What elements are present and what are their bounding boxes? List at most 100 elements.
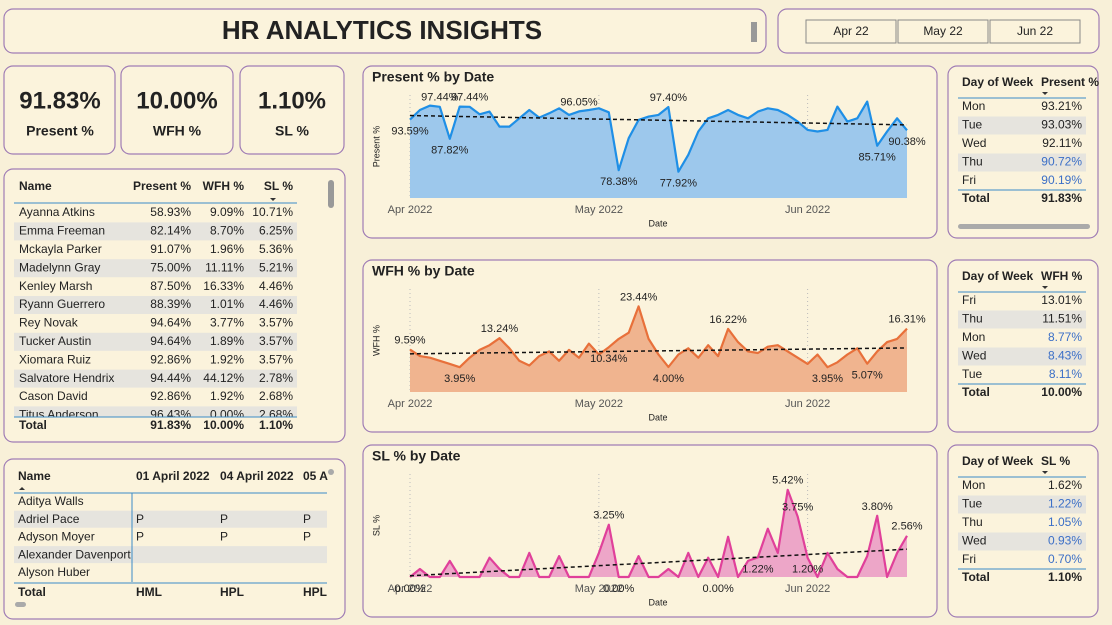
slicer-button[interactable]	[897, 19, 989, 44]
data-label: 2.56%	[891, 521, 922, 533]
cell: 94.64%	[150, 334, 191, 348]
cell: 5.36%	[259, 242, 293, 256]
cell: 8.77%	[1048, 330, 1082, 344]
scrollbar[interactable]	[328, 180, 334, 208]
cell: 2.68%	[259, 389, 293, 403]
cell: 92.86%	[150, 352, 191, 366]
cell: 8.43%	[1048, 349, 1082, 363]
x-tick-label: Apr 2022	[388, 204, 433, 216]
row-band	[958, 347, 1086, 366]
cell: Thu	[962, 312, 983, 326]
cell: Mon	[962, 478, 985, 492]
cell: 0.93%	[1048, 534, 1082, 548]
data-label: 78.38%	[600, 176, 638, 188]
cell: Fri	[962, 173, 976, 187]
cell: 4.46%	[259, 279, 293, 293]
row-band	[14, 406, 297, 417]
cell: 1.05%	[1048, 515, 1082, 529]
total-cell: 1.10%	[1048, 570, 1082, 584]
cell: 13.01%	[1041, 293, 1082, 307]
data-label: 23.44%	[620, 291, 658, 303]
row-band	[14, 510, 327, 528]
column-header: Day of Week	[962, 75, 1033, 89]
cell: 93.21%	[1041, 99, 1082, 113]
column-header: 04 April 2022	[220, 469, 294, 483]
kpi-value: 1.10%	[258, 87, 326, 114]
sort-arrow	[270, 198, 276, 201]
data-label: 5.07%	[852, 370, 883, 382]
cell: 1.92%	[210, 352, 244, 366]
area	[410, 101, 907, 198]
data-label: 16.22%	[709, 314, 747, 326]
x-tick-label: Jun 2022	[785, 204, 830, 216]
cell: Adriel Pace	[18, 512, 80, 526]
cell: Fri	[962, 552, 976, 566]
sort-arrow	[19, 487, 25, 490]
cell: 0.70%	[1048, 552, 1082, 566]
total-cell: Total	[962, 191, 990, 205]
cell: 88.39%	[150, 297, 191, 311]
cell: Cason David	[19, 389, 88, 403]
cell: Kenley Marsh	[19, 279, 92, 293]
slicer-button[interactable]	[805, 19, 897, 44]
total-cell: 10.00%	[1041, 385, 1082, 399]
cell: 94.64%	[150, 316, 191, 330]
cell: 11.51%	[1042, 312, 1082, 326]
cell: Tucker Austin	[19, 334, 91, 348]
kpi-label: SL %	[275, 123, 310, 139]
cell: Titus Anderson	[19, 408, 99, 422]
cell: 1.89%	[210, 334, 244, 348]
cell: 3.57%	[259, 334, 293, 348]
row-band	[14, 222, 297, 241]
x-axis-title: Date	[648, 597, 667, 607]
total-cell: Total	[962, 385, 990, 399]
total-cell: 10.00%	[203, 418, 244, 432]
column-header: Day of Week	[962, 269, 1033, 283]
dow-table-box	[947, 259, 1099, 433]
total-cell: HPL	[220, 585, 244, 599]
cell: 93.03%	[1041, 118, 1082, 132]
x-tick-label: Jun 2022	[785, 398, 830, 410]
sort-arrow	[1042, 471, 1048, 474]
trend-line	[409, 114, 908, 126]
kpi-box	[120, 65, 234, 155]
cell: 92.86%	[150, 389, 191, 403]
slicer-button[interactable]	[989, 19, 1081, 44]
chart-box	[362, 444, 938, 618]
slicer-label: Apr 22	[833, 24, 869, 38]
row-band	[958, 495, 1086, 514]
column-header: WFH %	[203, 179, 245, 193]
cell: Ayanna Atkins	[19, 205, 95, 219]
cell: Rey Novak	[19, 316, 79, 330]
sort-arrow	[1042, 92, 1048, 95]
cell: 6.25%	[259, 224, 293, 238]
data-label: 3.80%	[862, 501, 893, 513]
cell: P	[303, 512, 311, 526]
y-axis-title: WFH %	[371, 325, 381, 356]
area	[410, 306, 907, 392]
cell: 3.77%	[210, 316, 244, 330]
trend-line	[409, 548, 908, 577]
cell: 94.44%	[150, 371, 191, 385]
cell: 8.11%	[1049, 367, 1082, 381]
data-label: 10.34%	[590, 353, 628, 365]
row-band	[958, 310, 1086, 329]
cell: Xiomara Ruiz	[19, 352, 91, 366]
total-cell: Total	[18, 585, 46, 599]
cell: 1.22%	[1048, 497, 1082, 511]
row-band	[958, 116, 1086, 135]
row-band	[14, 259, 297, 278]
data-label: 93.59%	[391, 126, 429, 138]
scrollbar[interactable]	[15, 602, 26, 607]
column-header: Name	[18, 469, 51, 483]
data-label: 5.42%	[772, 475, 803, 487]
cell: Thu	[962, 515, 983, 529]
cell: Tue	[962, 497, 983, 511]
cell: 5.21%	[259, 260, 293, 274]
column-header: SL %	[1041, 454, 1070, 468]
cell: 1.92%	[210, 389, 244, 403]
scrollbar[interactable]	[958, 224, 1090, 229]
data-label: 90.38%	[888, 136, 926, 148]
chart-title: Present % by Date	[372, 69, 494, 85]
x-axis-title: Date	[648, 412, 667, 422]
